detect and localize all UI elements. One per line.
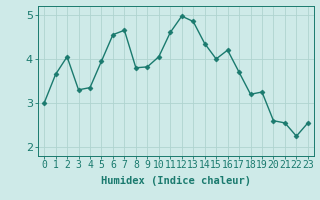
X-axis label: Humidex (Indice chaleur): Humidex (Indice chaleur) xyxy=(101,176,251,186)
